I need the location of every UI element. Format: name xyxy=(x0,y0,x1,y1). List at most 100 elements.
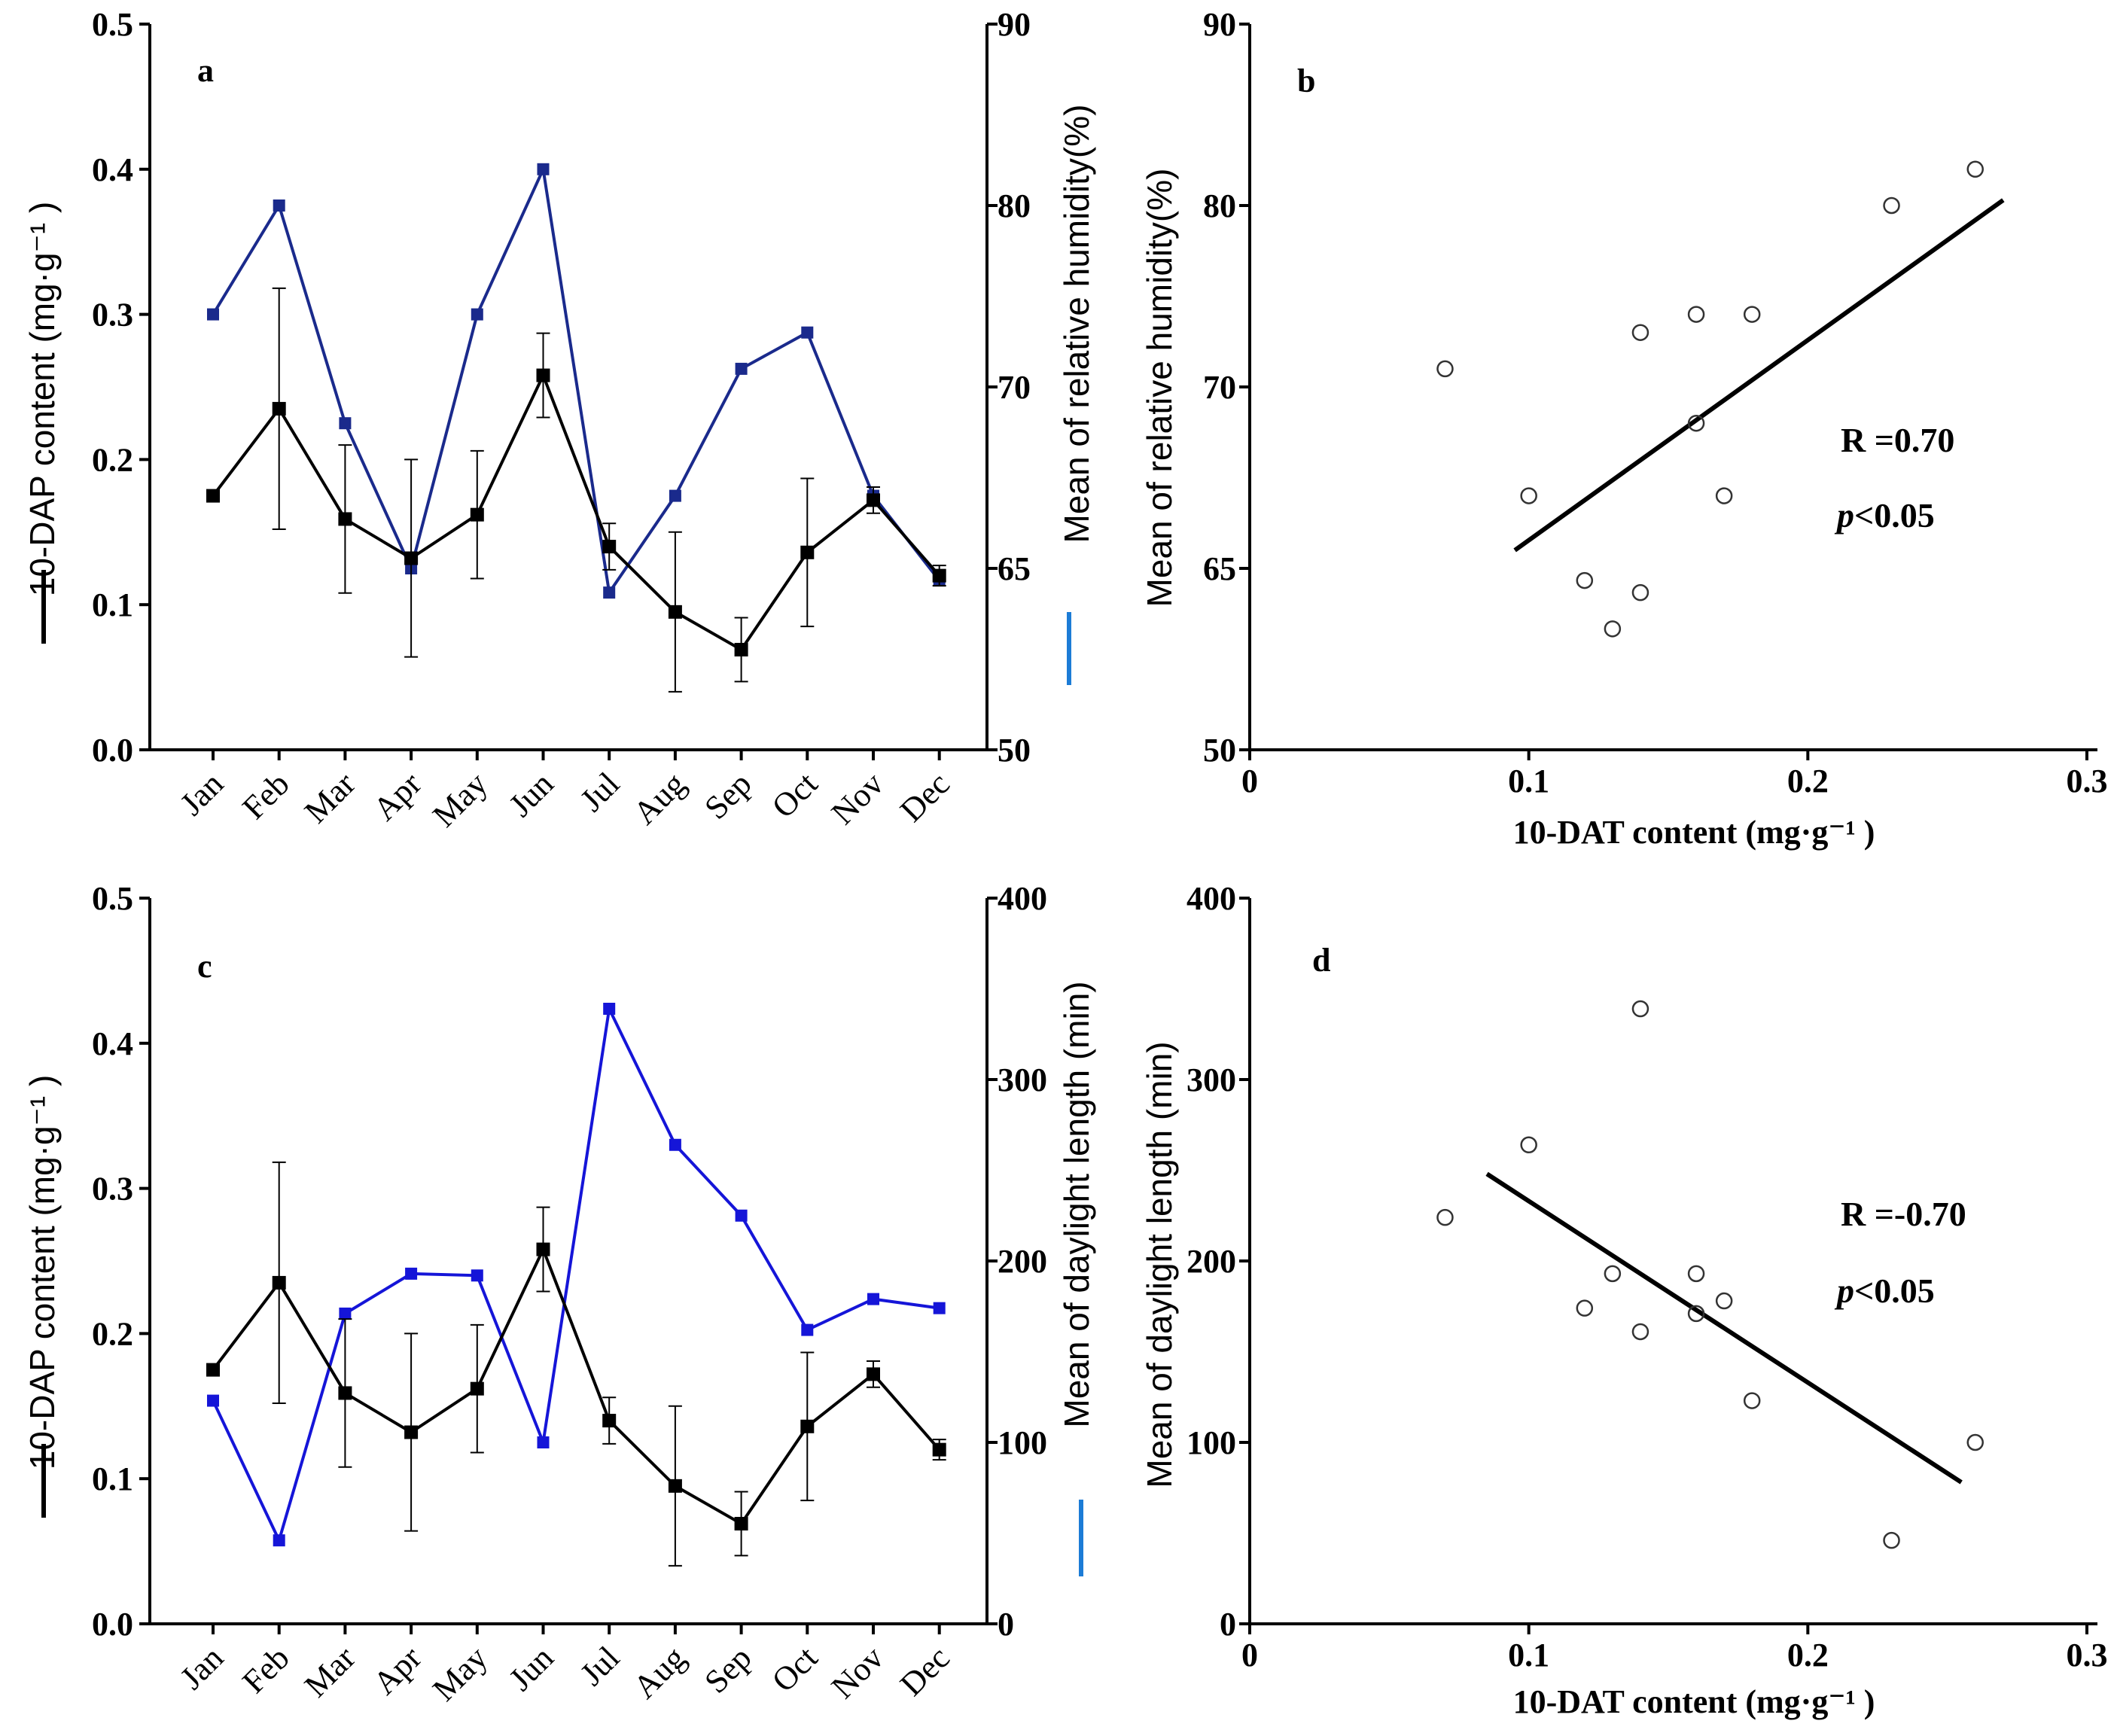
y-tick-label: 200 xyxy=(1186,1243,1236,1280)
x-tick-label-oct: Oct xyxy=(765,765,825,825)
x-tick-label-dec: Dec xyxy=(893,765,957,829)
panel-b-fit-line xyxy=(1513,198,2005,553)
panel-b-p-value: p<0.05 xyxy=(1834,496,1935,535)
panel-c-dap-series xyxy=(206,1161,946,1567)
x-tick-label-feb: Feb xyxy=(235,1639,296,1700)
panel-c-left-ticks: 0.0 0.1 0.2 0.3 0.4 0.5 xyxy=(92,880,150,1643)
left-tick-label: 0.0 xyxy=(92,732,133,769)
dap-series-point xyxy=(470,507,484,522)
scatter-point xyxy=(1631,583,1649,602)
x-tick-label-jul: Jul xyxy=(573,765,626,818)
x-tick-label-feb: Feb xyxy=(235,765,296,826)
x-tick-label-sep: Sep xyxy=(697,1639,758,1700)
x-tick-label-jun: Jun xyxy=(502,1639,561,1698)
panel-d-daylight-scatter: d Mean of daylight length (min) 10-DAT c… xyxy=(1140,880,2108,1720)
y-tick-label: 300 xyxy=(1186,1061,1236,1098)
scatter-point xyxy=(1883,196,1900,215)
scatter-point xyxy=(1743,1392,1761,1409)
panel-a-left-ticks: 0.0 0.1 0.2 0.3 0.4 0.5 xyxy=(92,6,150,769)
panel-d-r-value: R =-0.70 xyxy=(1841,1195,1966,1233)
scatter-point xyxy=(1576,1299,1594,1317)
y-tick-label: 400 xyxy=(1186,880,1236,917)
x-tick-label-oct: Oct xyxy=(765,1639,825,1699)
secondary-series-point xyxy=(537,163,550,175)
secondary-series-point xyxy=(933,1302,946,1314)
secondary-series-point xyxy=(273,199,285,212)
secondary-series-point xyxy=(669,1138,681,1151)
panel-b-x-label: 10-DAT content (mg·g⁻¹ ) xyxy=(1513,814,1875,851)
secondary-series-point xyxy=(603,1003,616,1016)
panel-d-label: d xyxy=(1312,942,1330,979)
dap-series-point xyxy=(602,1414,617,1428)
scatter-point xyxy=(1576,571,1594,589)
left-tick-label: 0.5 xyxy=(92,880,133,917)
x-tick-label-nov: Nov xyxy=(824,1639,891,1705)
dap-series-point xyxy=(206,1363,220,1377)
left-tick-label: 0.2 xyxy=(92,441,133,478)
secondary-series-point xyxy=(339,1307,352,1320)
x-tick-label: 0 xyxy=(1241,763,1258,799)
y-tick-label: 90 xyxy=(1203,6,1236,43)
panel-d-points xyxy=(1436,1000,1984,1549)
scatter-point xyxy=(1631,1000,1649,1018)
dap-series-point xyxy=(932,1442,946,1457)
x-tick-label-aug: Aug xyxy=(626,1639,693,1705)
scatter-point xyxy=(1966,160,1984,178)
dap-series-point xyxy=(668,605,682,619)
x-tick-label-apr: Apr xyxy=(366,1639,428,1701)
x-tick-label-apr: Apr xyxy=(366,765,428,827)
x-tick-label-may: May xyxy=(425,765,495,834)
panel-d-fit-line xyxy=(1485,1171,1963,1485)
panel-a-right-ticks: 50 65 70 80 90 xyxy=(987,6,1031,769)
secondary-series-point xyxy=(405,1267,418,1280)
right-tick-label: 50 xyxy=(998,732,1031,769)
scatter-point xyxy=(1883,1531,1900,1549)
dap-series-point xyxy=(668,1479,682,1493)
y-tick-label: 70 xyxy=(1203,369,1236,406)
scatter-point xyxy=(1436,360,1454,378)
right-tick-label: 80 xyxy=(998,187,1031,224)
secondary-series-point xyxy=(207,308,219,321)
panel-a-left-y-label: 10-DAP content (mg·g⁻¹ ) xyxy=(23,202,62,597)
panel-c-label: c xyxy=(197,948,212,985)
dap-series-point xyxy=(536,368,550,382)
panel-a-humidity-line-chart: a 10-DAP content (mg·g⁻¹ ) Mean of relat… xyxy=(23,6,1096,834)
left-tick-label: 0.0 xyxy=(92,1606,133,1643)
right-tick-label: 90 xyxy=(998,6,1031,43)
x-tick-label-mar: Mar xyxy=(297,765,363,830)
regression-line xyxy=(1513,198,2005,553)
dap-series-point xyxy=(272,1275,286,1290)
secondary-series-point xyxy=(669,489,681,502)
left-tick-label: 0.2 xyxy=(92,1315,133,1352)
dap-series-point xyxy=(734,1516,748,1530)
dap-series-point xyxy=(800,545,815,559)
scatter-point xyxy=(1604,1265,1622,1283)
dap-series-point xyxy=(272,401,286,416)
dap-series-point xyxy=(404,551,419,565)
x-tick-label-jan: Jan xyxy=(173,1639,230,1696)
left-tick-label: 0.5 xyxy=(92,6,133,43)
secondary-series-point xyxy=(735,362,748,375)
secondary-series-line xyxy=(212,163,941,597)
secondary-series-point xyxy=(867,1293,879,1305)
x-tick-label-dec: Dec xyxy=(893,1639,957,1703)
scatter-point xyxy=(1604,620,1622,638)
secondary-series-point xyxy=(603,586,616,599)
left-tick-label: 0.3 xyxy=(92,297,133,333)
secondary-series-point xyxy=(801,326,814,339)
x-tick-label: 0.2 xyxy=(1787,1637,1829,1674)
panel-b-humidity-scatter: b Mean of relative humidity(%) 10-DAT co… xyxy=(1140,6,2108,851)
panel-a-dap-series xyxy=(206,287,946,693)
left-tick-label: 0.1 xyxy=(92,1460,133,1497)
scatter-point xyxy=(1687,414,1705,432)
secondary-series-point xyxy=(273,1534,285,1547)
panel-b-y-label: Mean of relative humidity(%) xyxy=(1140,169,1179,608)
scatter-point xyxy=(1687,1305,1705,1323)
right-tick-label: 70 xyxy=(998,369,1031,406)
panel-a-right-y-label: Mean of relative humidity(%) xyxy=(1057,105,1096,544)
x-tick-label: 0.1 xyxy=(1508,763,1549,799)
dap-series-point xyxy=(867,1367,880,1381)
secondary-series-point xyxy=(801,1323,814,1336)
right-tick-label: 400 xyxy=(998,880,1047,917)
